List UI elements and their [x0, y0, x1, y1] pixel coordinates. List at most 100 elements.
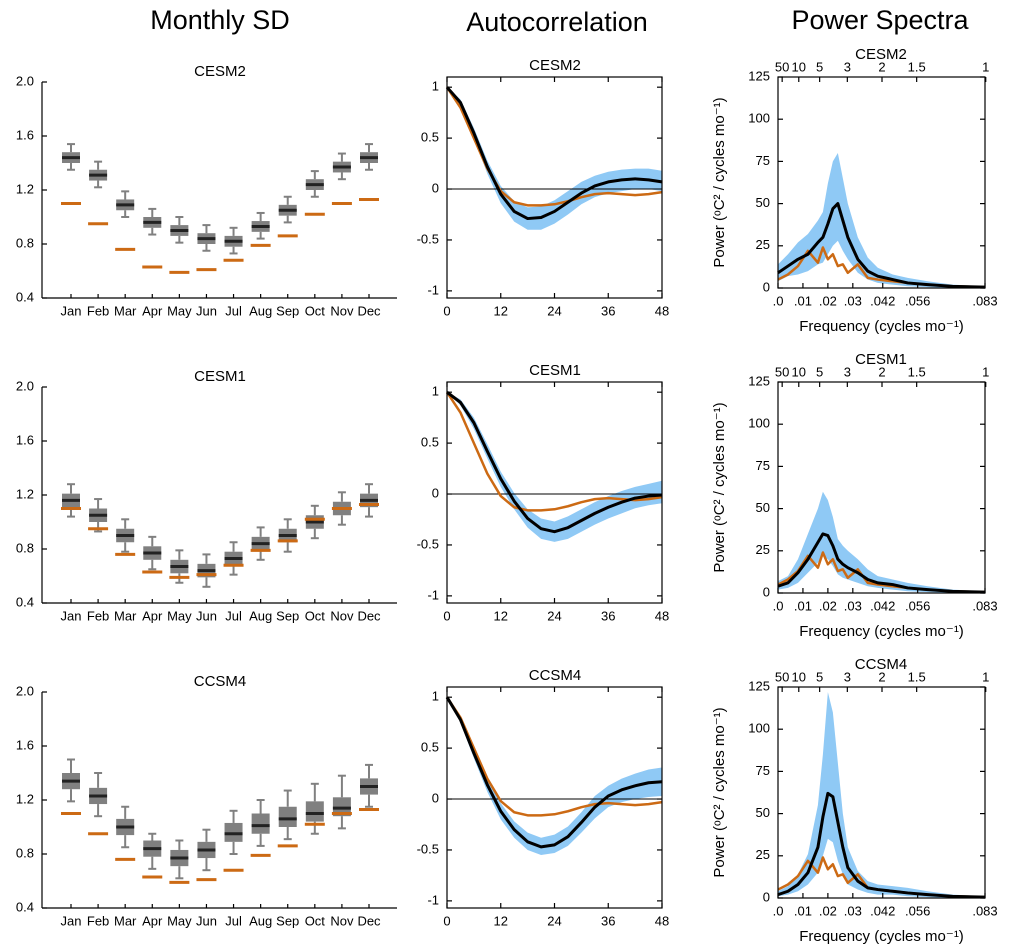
y-tick-label: 1.2 [16, 791, 34, 806]
x-tick-label: .0 [773, 903, 784, 918]
y-tick-label: 100 [748, 721, 770, 736]
x2-tick-label: 1.5 [908, 59, 926, 74]
box [251, 813, 270, 834]
y-tick-label: 2.0 [16, 378, 34, 393]
series-line [777, 791, 986, 899]
x-tick-label: Jun [196, 913, 217, 928]
y-tick-label: 0.8 [16, 235, 34, 250]
x-tick-label: 36 [601, 608, 615, 623]
y-tick-label: 0.5 [421, 435, 439, 450]
x-tick-label: Jan [61, 303, 82, 318]
x-tick-label: .03 [844, 293, 862, 308]
x-tick-label: .056 [905, 598, 930, 613]
x2-tick-label: 2 [878, 364, 885, 379]
series-line [777, 532, 986, 594]
x2-tick-label: 50 [775, 59, 789, 74]
spread-band [447, 392, 662, 542]
x2-tick-label: 10 [792, 669, 806, 684]
x-tick-label: Oct [305, 608, 326, 623]
y-tick-label: 0.8 [16, 845, 34, 860]
x-tick-label: 24 [547, 303, 561, 318]
column-title: Autocorrelation [466, 7, 648, 37]
x2-tick-label: 1 [982, 364, 989, 379]
x-tick-label: Dec [357, 608, 381, 623]
x2-tick-label: 10 [792, 59, 806, 74]
x-tick-label: .02 [819, 293, 837, 308]
y-tick-label: -1 [427, 282, 439, 297]
x-tick-label: 48 [655, 303, 669, 318]
y-tick-label: 0.5 [421, 740, 439, 755]
x-tick-label: Sep [276, 913, 299, 928]
x-tick-label: .083 [972, 293, 997, 308]
spread-band [447, 87, 662, 230]
x-tick-label: Dec [357, 303, 381, 318]
x-tick-label: Jan [61, 608, 82, 623]
x2-tick-label: 50 [775, 364, 789, 379]
x-axis-label: Frequency (cycles mo⁻¹) [799, 928, 964, 945]
box [278, 806, 297, 827]
x2-tick-label: 3 [844, 364, 851, 379]
series-line [777, 202, 986, 289]
y-tick-label: 0 [432, 485, 439, 500]
x-tick-label: Apr [142, 608, 163, 623]
x2-tick-label: 5 [816, 669, 823, 684]
spread-band [778, 692, 985, 898]
y-tick-label: 100 [748, 416, 770, 431]
y-tick-label: 25 [756, 542, 770, 557]
x-tick-label: Jun [196, 303, 217, 318]
x-tick-label: .056 [905, 903, 930, 918]
y-tick-label: 1 [432, 384, 439, 399]
x-tick-label: 48 [655, 913, 669, 928]
x2-tick-label: 1.5 [908, 364, 926, 379]
x-axis-label: Frequency (cycles mo⁻¹) [799, 623, 964, 640]
spread-band [778, 152, 985, 288]
y-tick-label: 125 [748, 68, 770, 83]
x-tick-label: .02 [819, 598, 837, 613]
y-tick-label: 0 [432, 790, 439, 805]
y-tick-label: 75 [756, 763, 770, 778]
x-tick-label: Feb [87, 913, 109, 928]
panel-title: CESM2 [194, 63, 246, 80]
panel-title: CCSM4 [855, 656, 908, 673]
x-tick-label: 36 [601, 303, 615, 318]
column-title: Monthly SD [150, 5, 290, 35]
x-tick-label: Apr [142, 913, 163, 928]
x-tick-label: Oct [305, 913, 326, 928]
y-tick-label: 1 [432, 689, 439, 704]
y-tick-label: 1.6 [16, 432, 34, 447]
x2-tick-label: 3 [844, 59, 851, 74]
x2-tick-label: 3 [844, 669, 851, 684]
x-tick-label: .042 [870, 598, 895, 613]
y-tick-label: 25 [756, 847, 770, 862]
y-tick-label: 0 [763, 584, 770, 599]
y-tick-label: 50 [756, 805, 770, 820]
x-tick-label: Nov [330, 913, 354, 928]
x-axis-label: Frequency (cycles mo⁻¹) [799, 318, 964, 335]
x-tick-label: Jul [225, 303, 242, 318]
x-tick-label: .042 [870, 903, 895, 918]
x-tick-label: 0 [443, 913, 450, 928]
series-line [445, 696, 663, 817]
x-tick-label: .056 [905, 293, 930, 308]
x-tick-label: Mar [114, 608, 137, 623]
x-tick-label: 0 [443, 608, 450, 623]
y-tick-label: 0 [432, 180, 439, 195]
y-tick-label: 2.0 [16, 683, 34, 698]
y-tick-label: 1.6 [16, 127, 34, 142]
x-tick-label: .0 [773, 598, 784, 613]
x2-tick-label: 10 [792, 364, 806, 379]
x-tick-label: Feb [87, 303, 109, 318]
x-tick-label: Jul [225, 608, 242, 623]
x-tick-label: .02 [819, 903, 837, 918]
box [305, 801, 324, 822]
x-tick-label: Aug [249, 608, 272, 623]
y-tick-label: 1.2 [16, 486, 34, 501]
x-tick-label: Dec [357, 913, 381, 928]
x-tick-label: Feb [87, 608, 109, 623]
y-tick-label: 125 [748, 373, 770, 388]
x-tick-label: .0 [773, 293, 784, 308]
x2-tick-label: 1 [982, 59, 989, 74]
panel-title: CESM1 [855, 351, 907, 368]
y-tick-label: 75 [756, 153, 770, 168]
